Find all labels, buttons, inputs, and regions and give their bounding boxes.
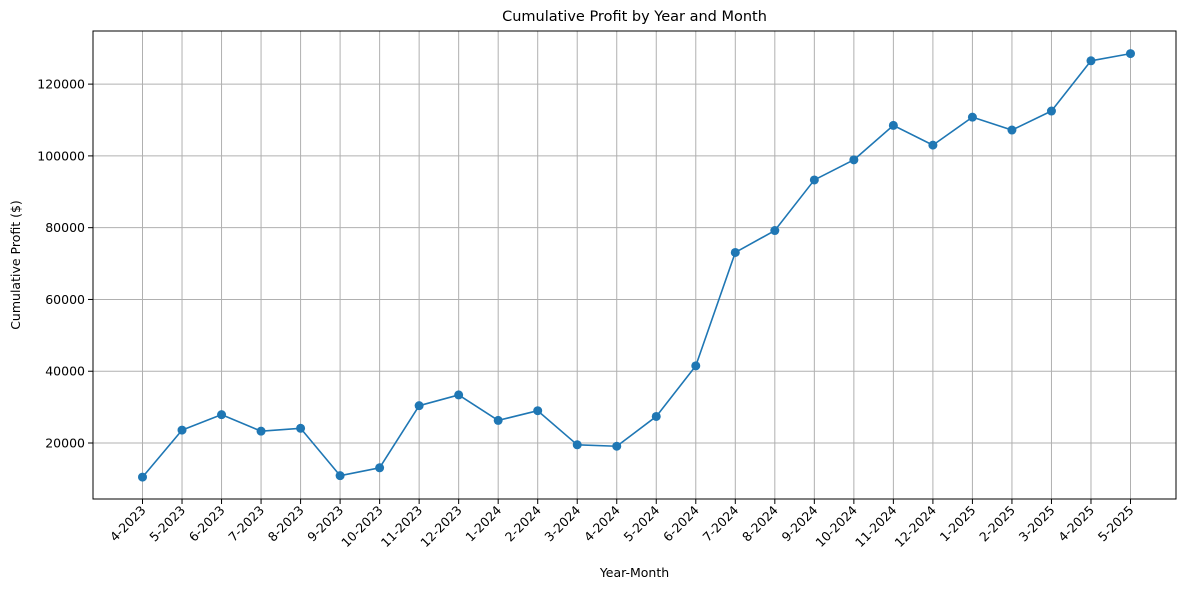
data-point [533,406,543,416]
data-point [928,140,938,150]
data-point [375,463,385,473]
y-tick-label: 80000 [45,220,85,235]
data-point [572,440,582,450]
x-axis-label: Year-Month [599,565,669,580]
data-point [414,401,424,411]
x-tick-label: 5-2025 [1095,503,1137,545]
x-tick-label: 11-2024 [852,502,900,550]
data-point [217,410,227,420]
data-point [691,361,701,371]
plot-area-frame [92,30,1177,500]
data-point [1126,49,1135,59]
x-tick-label: 7-2024 [700,502,742,544]
series-line [141,52,1131,478]
x-tick-label: 10-2023 [338,503,386,551]
data-point [454,390,464,400]
data-point [967,112,977,122]
data-point [1007,125,1017,135]
data-point [138,472,147,482]
series-layer [138,49,1135,482]
y-axis: 20000 40000 60000 80000 100000 120000 [37,77,93,451]
x-tick-label: 5-2024 [620,502,662,544]
y-tick-label: 60000 [45,292,85,307]
x-axis: 4-20235-20236-20237-20238-20239-202310-2… [107,499,1137,550]
data-point [809,175,819,185]
x-tick-label: 7-2023 [225,503,267,545]
x-tick-label: 1-2025 [937,503,979,545]
chart-title: Cumulative Profit by Year and Month [502,9,767,25]
data-point [730,247,740,257]
x-tick-label: 4-2024 [581,502,623,544]
data-point [1086,56,1096,66]
data-point [849,155,859,165]
y-axis-label: Cumulative Profit ($) [8,200,23,330]
x-tick-label: 6-2024 [660,502,702,544]
data-point [177,425,187,435]
data-point [493,415,503,425]
x-tick-label: 11-2023 [378,503,426,551]
y-tick-label: 20000 [45,436,85,451]
x-tick-label: 3-2024 [541,502,583,544]
x-tick-label: 4-2023 [107,503,149,545]
y-tick-label: 40000 [45,364,85,379]
x-tick-label: 10-2024 [812,502,860,550]
data-point [612,441,622,451]
x-tick-label: 2-2024 [502,502,544,544]
x-tick-label: 3-2025 [1016,503,1058,545]
grid [93,31,1176,499]
data-point [335,471,345,481]
data-point [651,411,661,421]
x-tick-label: 12-2023 [417,503,465,551]
data-point [888,120,898,130]
x-tick-label: 4-2025 [1055,503,1097,545]
x-tick-label: 5-2023 [146,503,188,545]
data-point [1046,106,1056,116]
x-tick-label: 12-2024 [891,502,939,550]
data-point [256,426,266,436]
x-tick-label: 6-2023 [186,503,228,545]
data-point [770,226,780,236]
x-tick-label: 2-2025 [976,503,1018,545]
y-tick-label: 120000 [37,77,85,92]
y-tick-label: 100000 [37,148,85,163]
x-tick-label: 8-2023 [265,503,307,545]
x-tick-label: 1-2024 [462,502,504,544]
data-point [296,423,306,433]
x-tick-label: 8-2024 [739,502,781,544]
